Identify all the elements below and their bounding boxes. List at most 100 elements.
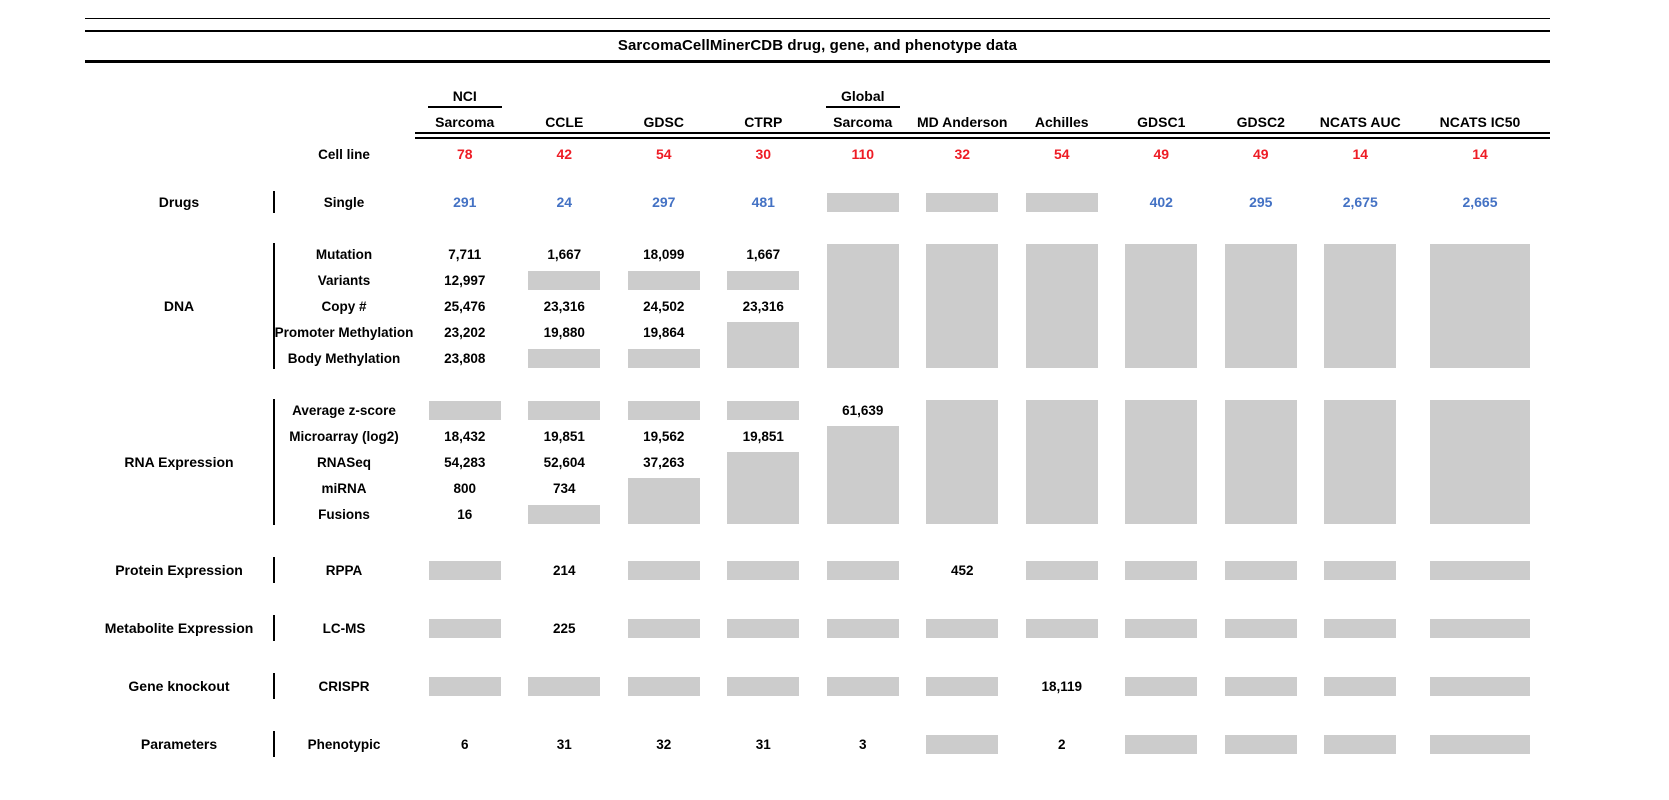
- row-label-promoter-methylation: Promoter Methylation: [274, 324, 414, 340]
- group-divider-bar: [273, 615, 275, 641]
- missing-data-box: [727, 560, 800, 580]
- missing-data-box: [627, 270, 700, 290]
- missing-data-box: [1125, 400, 1198, 524]
- missing-data-box: [1429, 244, 1531, 368]
- missing-data-box: [627, 348, 700, 368]
- missing-data-box: [727, 400, 800, 420]
- missing-data-box: [926, 192, 999, 212]
- data-value: 800: [453, 480, 477, 496]
- cell-line-count-gdsc: 54: [655, 146, 672, 162]
- row-label-rppa: RPPA: [325, 562, 363, 578]
- data-value: 23,316: [742, 298, 784, 314]
- group-label-parameters: Parameters: [140, 736, 218, 752]
- data-value: 16: [457, 506, 473, 522]
- column-header-top-global-sarcoma: Global: [813, 88, 913, 109]
- data-value: 32: [656, 736, 672, 752]
- missing-data-box: [1125, 560, 1198, 580]
- missing-data-box: [727, 676, 800, 696]
- row-label-phenotypic: Phenotypic: [307, 736, 381, 752]
- data-value: 23,316: [543, 298, 585, 314]
- data-value: 19,562: [643, 428, 685, 444]
- missing-data-box: [1324, 244, 1397, 368]
- missing-data-box: [727, 270, 800, 290]
- row-label-variants: Variants: [317, 272, 371, 288]
- missing-data-box: [727, 452, 800, 524]
- group-divider-bar: [273, 557, 275, 583]
- data-value: 734: [552, 480, 576, 496]
- group-divider-bar: [273, 243, 275, 369]
- missing-data-box: [1125, 618, 1198, 638]
- column-header-ccle: CCLE: [545, 114, 584, 130]
- missing-data-box: [627, 560, 700, 580]
- figure: SarcomaCellMinerCDB drug, gene, and phen…: [85, 18, 1550, 757]
- missing-data-box: [1224, 618, 1297, 638]
- cell-line-count-ncats-auc: 14: [1352, 146, 1369, 162]
- column-header-gdsc: GDSC: [643, 114, 684, 130]
- row-label-crispr: CRISPR: [318, 678, 370, 694]
- data-value: 18,099: [643, 246, 685, 262]
- group-divider-bar: [273, 191, 275, 213]
- column-header-sarcoma: Sarcoma: [833, 114, 893, 130]
- missing-data-box: [1224, 676, 1297, 696]
- missing-data-box: [926, 734, 999, 754]
- data-value: 291: [453, 194, 477, 210]
- data-value: 3: [858, 736, 867, 752]
- cell-line-count-gdsc2: 49: [1252, 146, 1269, 162]
- missing-data-box: [926, 244, 999, 368]
- data-value: 1,667: [547, 246, 582, 262]
- missing-data-box: [528, 504, 601, 524]
- group-label-gene-knockout: Gene knockout: [128, 678, 230, 694]
- missing-data-box: [627, 618, 700, 638]
- row-label-mirna: miRNA: [321, 480, 367, 496]
- data-value: 225: [552, 620, 576, 636]
- data-value: 24,502: [643, 298, 685, 314]
- cell-line-count-ncats-ic50: 14: [1472, 146, 1488, 162]
- cell-line-count-md-anderson: 32: [954, 146, 971, 162]
- group-label-protein-expression: Protein Expression: [115, 562, 243, 578]
- data-value: 31: [755, 736, 771, 752]
- missing-data-box: [1025, 192, 1098, 212]
- data-value: 295: [1249, 194, 1273, 210]
- missing-data-box: [1224, 400, 1297, 524]
- group-label-dna: DNA: [163, 298, 195, 314]
- data-value: 452: [950, 562, 974, 578]
- group-divider-bar: [273, 399, 275, 525]
- missing-data-box: [1324, 400, 1397, 524]
- missing-data-box: [1429, 560, 1531, 580]
- row-label-microarray-log2: Microarray (log2): [289, 428, 399, 444]
- data-value: 52,604: [543, 454, 585, 470]
- row-label-lc-ms: LC-MS: [322, 620, 366, 636]
- data-value: 54,283: [444, 454, 486, 470]
- row-label-fusions: Fusions: [318, 506, 370, 522]
- data-value: 7,711: [448, 246, 482, 262]
- missing-data-box: [1429, 618, 1531, 638]
- data-value: 23,202: [444, 324, 486, 340]
- missing-data-box: [428, 400, 501, 420]
- missing-data-box: [1429, 676, 1531, 696]
- missing-data-box: [826, 426, 899, 524]
- header-double-rule: [415, 132, 1550, 139]
- data-value: 1,667: [746, 246, 781, 262]
- group-label-rna-expression: RNA Expression: [124, 454, 234, 470]
- row-label-mutation: Mutation: [315, 246, 373, 262]
- missing-data-box: [826, 192, 899, 212]
- missing-data-box: [428, 560, 501, 580]
- missing-data-box: [528, 400, 601, 420]
- missing-data-box: [1324, 734, 1397, 754]
- missing-data-box: [528, 270, 601, 290]
- missing-data-box: [1224, 244, 1297, 368]
- cell-line-count-achilles: 54: [1053, 146, 1070, 162]
- data-value: 19,864: [643, 324, 685, 340]
- data-value: 31: [556, 736, 572, 752]
- row-label-single: Single: [323, 194, 365, 210]
- missing-data-box: [1025, 618, 1098, 638]
- missing-data-box: [826, 676, 899, 696]
- missing-data-box: [727, 618, 800, 638]
- data-value: 18,432: [444, 428, 486, 444]
- column-header-top-label: Global: [825, 88, 900, 108]
- missing-data-box: [1429, 734, 1531, 754]
- missing-data-box: [1324, 676, 1397, 696]
- column-header-ncats-ic50: NCATS IC50: [1439, 114, 1521, 130]
- column-header-achilles: Achilles: [1034, 114, 1089, 130]
- column-header-ctrp: CTRP: [744, 114, 783, 130]
